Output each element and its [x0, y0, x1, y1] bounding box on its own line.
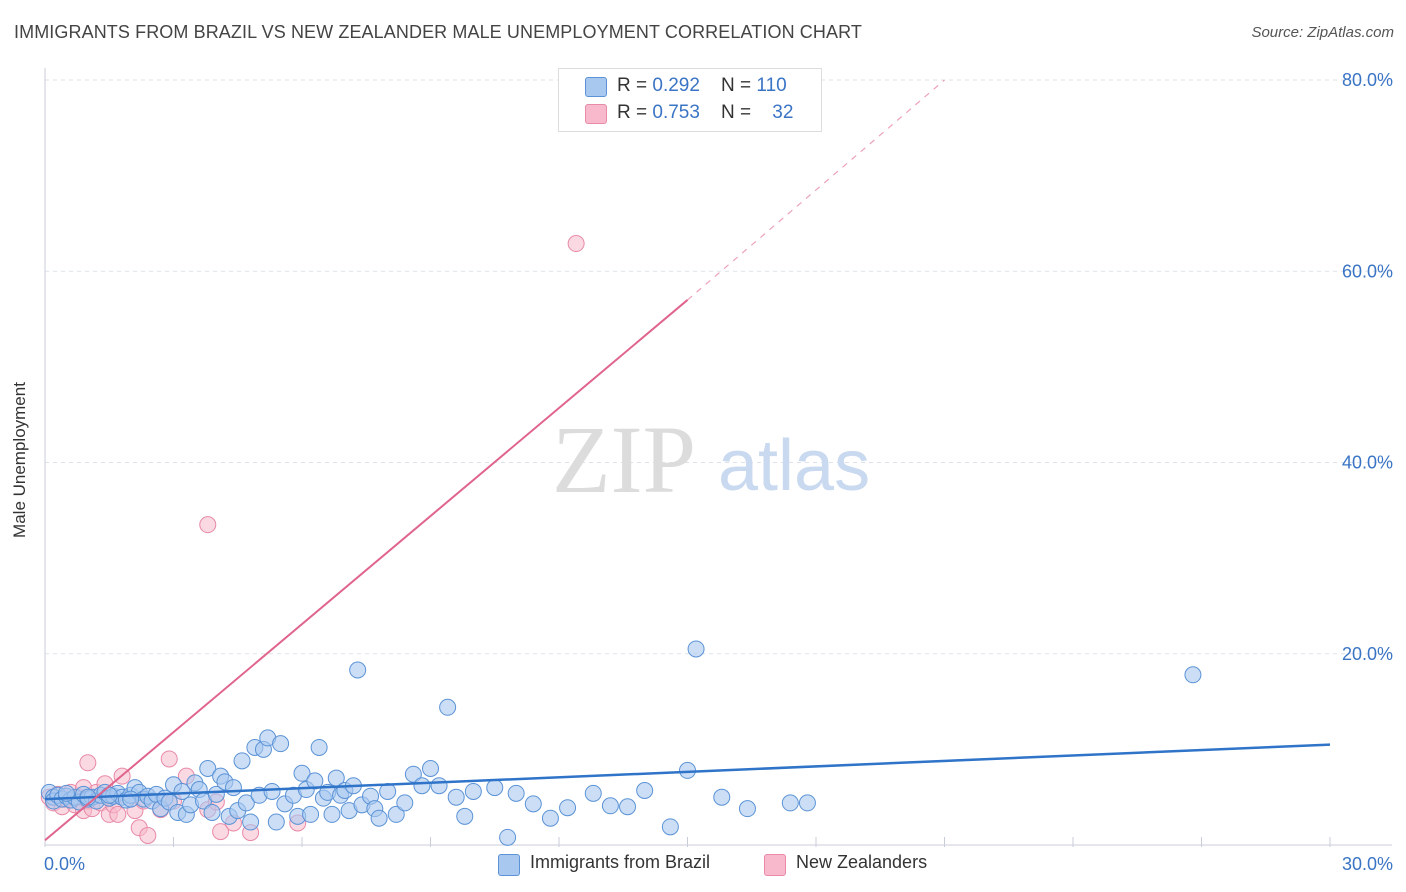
brazil-point — [439, 698, 457, 716]
brazil-point — [233, 752, 251, 770]
brazil-point — [486, 779, 504, 797]
brazil-point — [199, 760, 217, 777]
watermark-zip: ZIP — [552, 406, 696, 513]
brazil-point — [267, 813, 285, 831]
nz-point — [139, 826, 157, 844]
brazil-point — [263, 782, 281, 800]
nz-point — [109, 805, 127, 823]
brazil-point — [272, 735, 290, 753]
brazil-point — [413, 777, 431, 795]
brazil-point — [499, 828, 517, 846]
brazil-point — [1184, 666, 1202, 684]
nz-trend-extension — [687, 79, 945, 301]
legend-n-label: N = — [721, 75, 757, 96]
nz-point — [212, 823, 230, 841]
brazil-point — [302, 805, 320, 823]
brazil-trend-line — [44, 743, 1331, 801]
brazil-point — [559, 799, 577, 817]
y-tick-label: 80.0% — [1342, 70, 1393, 90]
nz-point — [567, 235, 585, 253]
axes — [44, 68, 1392, 846]
brazil-point — [237, 794, 255, 812]
nz-point — [79, 754, 97, 772]
source-label: Source: ZipAtlas.com — [1251, 24, 1394, 41]
legend-r-label: R = — [617, 102, 653, 123]
brazil-point — [781, 794, 799, 812]
brazil-point — [323, 805, 341, 823]
bottom-legend-label-nz: New Zealanders — [796, 852, 928, 872]
brazil-point — [430, 777, 448, 795]
brazil-point — [456, 807, 474, 825]
brazil-point — [207, 785, 225, 803]
brazil-point — [310, 738, 328, 756]
brazil-point — [242, 813, 260, 831]
brazil-point — [661, 818, 679, 836]
legend-r-value: 0.753 — [652, 102, 700, 123]
grid-lines — [44, 79, 1392, 847]
brazil-point — [387, 805, 405, 823]
legend-n-label: N = — [721, 102, 757, 123]
brazil-point — [507, 784, 525, 802]
brazil-point — [422, 760, 439, 777]
brazil-point — [619, 798, 637, 816]
x-tick-label: 0.0% — [44, 854, 85, 874]
legend-r-value: 0.292 — [652, 75, 700, 96]
bottom-legend-swatch-brazil — [498, 854, 520, 876]
brazil-point — [636, 781, 654, 799]
bottom-legend-label-brazil: Immigrants from Brazil — [530, 852, 711, 872]
y-tick-label: 40.0% — [1342, 453, 1393, 473]
brazil-point — [293, 764, 311, 782]
brazil-points — [40, 640, 1202, 846]
legend-n-value: 110 — [756, 75, 787, 96]
legend-swatch-nz — [585, 104, 607, 124]
legend-n-value: 32 — [772, 102, 794, 123]
brazil-point — [464, 782, 482, 800]
brazil-point — [349, 661, 367, 679]
chart-title: IMMIGRANTS FROM BRAZIL VS NEW ZEALANDER … — [14, 22, 862, 42]
legend-swatch-brazil — [585, 77, 607, 97]
brazil-point — [396, 794, 414, 812]
legend-text-brazil: R = 0.292 N = 110 — [617, 75, 787, 97]
brazil-point — [203, 803, 221, 821]
brazil-point — [370, 809, 388, 827]
brazil-point — [601, 797, 619, 815]
y-tick-label: 60.0% — [1342, 261, 1393, 281]
trend-lines — [44, 79, 1331, 841]
brazil-point — [447, 788, 465, 806]
watermark-atlas: atlas — [718, 426, 870, 506]
y-tick-label: 20.0% — [1342, 644, 1393, 664]
brazil-point — [173, 782, 191, 800]
nz-trend-line — [44, 299, 689, 841]
x-tick-label: 30.0% — [1342, 854, 1393, 874]
brazil-point — [306, 772, 324, 790]
correlation-legend: R = 0.292 N = 110 R = 0.753 N = 32 — [558, 68, 822, 132]
legend-r-label: R = — [617, 75, 653, 96]
brazil-point — [687, 640, 705, 658]
watermark: ZIP atlas — [552, 406, 870, 513]
brazil-point — [738, 800, 756, 818]
brazil-point — [541, 809, 559, 827]
nz-point — [199, 516, 217, 534]
nz-point — [160, 750, 178, 768]
brazil-point — [122, 790, 140, 808]
brazil-point — [713, 788, 731, 806]
brazil-point — [224, 779, 242, 797]
tick-labels: 20.0% 40.0% 60.0% 80.0% 0.0% 30.0% — [44, 70, 1393, 874]
brazil-point — [524, 795, 542, 813]
bottom-legend-swatch-nz — [764, 854, 786, 876]
legend-text-nz: R = 0.753 N = 32 — [617, 102, 793, 124]
brazil-point — [584, 784, 602, 802]
brazil-point — [798, 794, 816, 812]
